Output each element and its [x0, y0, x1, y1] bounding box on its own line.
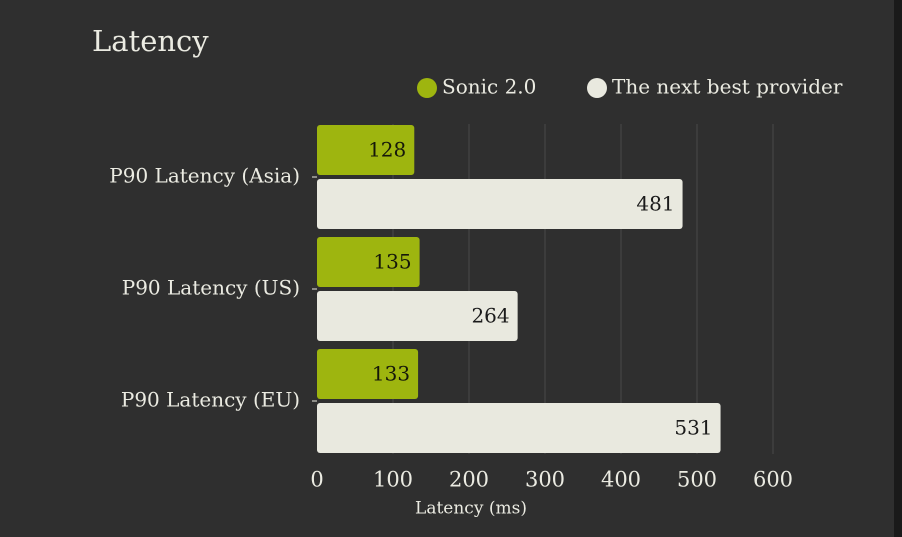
bar-value-label: 481 [636, 192, 674, 216]
category-label: P90 Latency (Asia) [109, 164, 300, 188]
x-tick-label: 0 [310, 468, 323, 492]
bar-value-label: 135 [373, 250, 411, 274]
legend-swatch [587, 78, 607, 98]
legend-label: The next best provider [612, 75, 843, 99]
bar-value-label: 264 [471, 304, 509, 328]
bar-value-label: 133 [372, 362, 410, 386]
bar [317, 237, 420, 287]
legend-swatch [417, 78, 437, 98]
bar [317, 403, 721, 453]
chart-title: Latency [92, 24, 209, 58]
x-tick-label: 100 [373, 468, 413, 492]
legend-label: Sonic 2.0 [442, 75, 536, 99]
window-edge [894, 0, 902, 537]
category-label: P90 Latency (EU) [121, 388, 300, 412]
bar-value-label: 531 [674, 416, 712, 440]
category-label: P90 Latency (US) [122, 276, 300, 300]
bar [317, 349, 419, 399]
bar [317, 291, 518, 341]
x-tick-label: 400 [601, 468, 641, 492]
bar-value-label: 128 [368, 138, 406, 162]
x-tick-label: 500 [677, 468, 717, 492]
x-tick-label: 300 [525, 468, 565, 492]
x-tick-label: 200 [449, 468, 489, 492]
bar [317, 125, 415, 175]
x-tick-label: 600 [753, 468, 793, 492]
bar [317, 179, 683, 229]
x-axis-title: Latency (ms) [415, 499, 527, 519]
